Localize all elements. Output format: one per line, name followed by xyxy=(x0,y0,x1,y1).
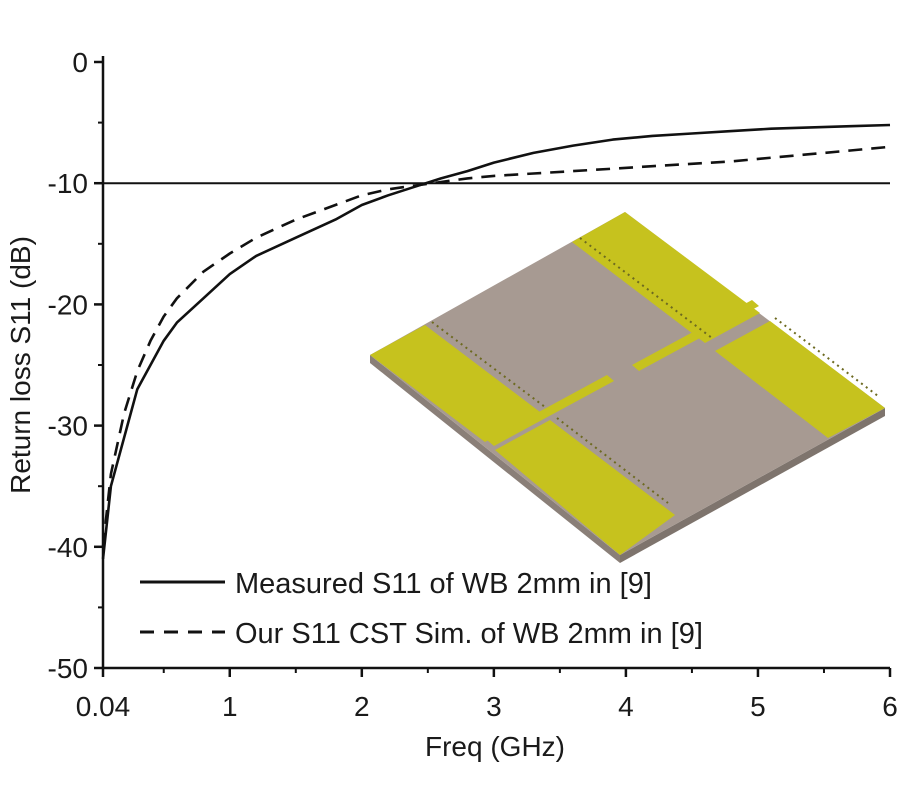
y-tick-label: -20 xyxy=(48,289,88,320)
x-tick-label: 4 xyxy=(618,691,634,722)
series-line-simulated xyxy=(101,145,891,547)
via-row-2 xyxy=(579,237,713,339)
y-tick-label: -40 xyxy=(48,532,88,563)
x-tick-label: 0.04 xyxy=(76,691,131,722)
legend: Measured S11 of WB 2mm in [9] Our S11 CS… xyxy=(140,568,703,650)
legend-label-measured: Measured S11 of WB 2mm in [9] xyxy=(235,568,652,600)
axis-ticks: 0 -10 -20 -30 -40 -50 0.04 1 2 3 4 5 6 xyxy=(48,47,898,722)
x-tick-label: 5 xyxy=(750,691,766,722)
legend-label-simulated: Our S11 CST Sim. of WB 2mm in [9] xyxy=(235,618,703,650)
pad-right xyxy=(715,321,885,438)
x-axis-label: Freq (GHz) xyxy=(425,731,565,762)
x-tick-label: 2 xyxy=(354,691,370,722)
pad-front-bottom xyxy=(495,420,675,555)
y-tick-label: 0 xyxy=(72,47,88,78)
board-edge-left xyxy=(370,355,620,563)
strip-left xyxy=(487,375,614,446)
pad-left xyxy=(370,325,540,442)
series-line-measured xyxy=(101,123,891,560)
x-tick-label: 1 xyxy=(222,691,238,722)
antenna-inset-image xyxy=(370,212,885,563)
board-top xyxy=(370,212,885,555)
board-edge-right xyxy=(620,408,885,563)
y-axis-label: Return loss S11 (dB) xyxy=(5,236,36,494)
y-tick-label: -10 xyxy=(48,168,88,199)
strip-right xyxy=(632,300,759,371)
y-tick-label: -50 xyxy=(48,653,88,684)
pad-back-top xyxy=(572,212,760,343)
series-lines xyxy=(101,123,891,560)
x-tick-label: 6 xyxy=(882,691,898,722)
x-tick-label: 3 xyxy=(486,691,502,722)
y-tick-label: -30 xyxy=(48,411,88,442)
